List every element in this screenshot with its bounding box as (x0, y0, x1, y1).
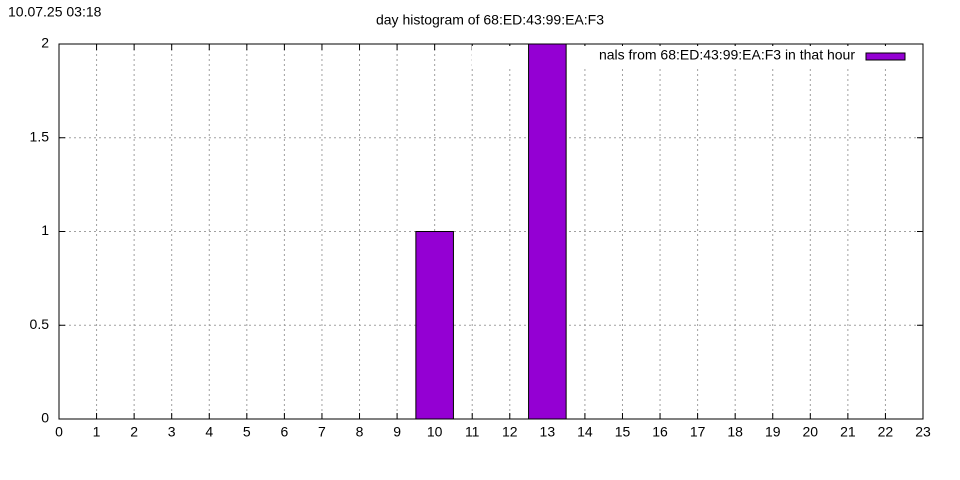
plot-border (58, 43, 924, 420)
legend-label: nals from 68:ED:43:99:EA:F3 in that hour (599, 47, 855, 63)
x-tick-label: 19 (765, 424, 781, 440)
x-tick-label: 4 (205, 424, 213, 440)
y-tick-label: 0.5 (30, 316, 50, 332)
x-tick-label: 20 (803, 424, 819, 440)
x-tick-label: 12 (502, 424, 518, 440)
x-tick-label: 23 (915, 424, 931, 440)
x-tick-label: 14 (577, 424, 593, 440)
x-tick-label: 9 (393, 424, 401, 440)
bar (415, 231, 454, 419)
x-tick-label: 8 (356, 424, 364, 440)
chart-title: day histogram of 68:ED:43:99:EA:F3 (376, 12, 604, 28)
x-tick-label: 6 (280, 424, 288, 440)
x-tick-label: 7 (318, 424, 326, 440)
legend-swatch (865, 52, 906, 61)
y-tick-label: 0 (41, 410, 49, 426)
y-tick-label: 2 (41, 35, 49, 51)
x-tick-label: 21 (840, 424, 856, 440)
x-tick-label: 3 (168, 424, 176, 440)
x-tick-label: 13 (540, 424, 556, 440)
x-tick-label: 10 (427, 424, 443, 440)
x-tick-label: 11 (465, 424, 480, 440)
x-tick-label: 18 (727, 424, 743, 440)
legend-box (472, 46, 920, 66)
x-tick-label: 0 (55, 424, 63, 440)
x-tick-label: 15 (615, 424, 631, 440)
timestamp: 10.07.25 03:18 (8, 4, 102, 20)
y-tick-label: 1.5 (30, 128, 50, 144)
bar (528, 44, 567, 419)
x-tick-label: 2 (130, 424, 138, 440)
x-tick-label: 22 (878, 424, 894, 440)
x-tick-label: 1 (93, 424, 101, 440)
x-tick-label: 17 (690, 424, 706, 440)
x-tick-label: 5 (243, 424, 251, 440)
x-tick-label: 16 (652, 424, 668, 440)
y-tick-label: 1 (41, 222, 49, 238)
